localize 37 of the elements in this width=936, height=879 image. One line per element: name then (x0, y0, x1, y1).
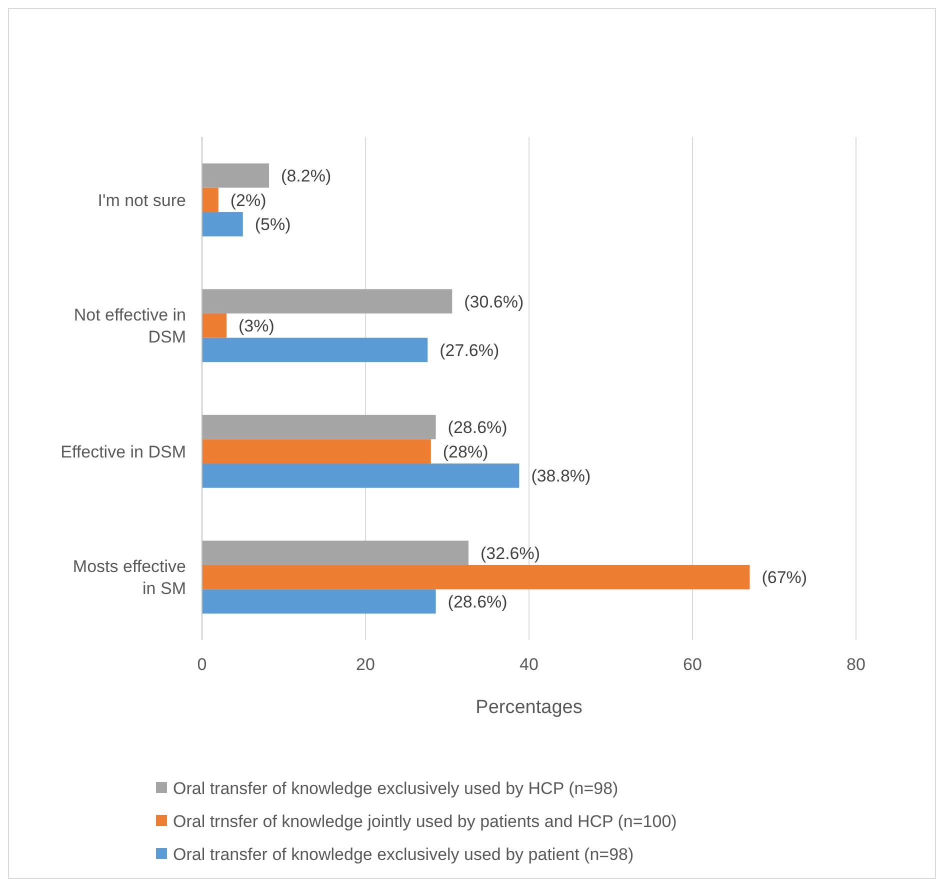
data-label: (27.6%) (440, 340, 500, 360)
bar (202, 289, 452, 314)
bar (202, 464, 520, 488)
bar (202, 188, 218, 212)
legend-label: Oral transfer of knowledge exclusively used by patient (n=98) (173, 844, 634, 864)
data-label: (28%) (442, 442, 488, 462)
x-tick-label: 60 (683, 655, 702, 674)
x-tick-label: 0 (197, 655, 207, 674)
data-label: (30.6%) (464, 292, 524, 312)
data-label: (5%) (254, 215, 291, 234)
data-label: (8.2%) (281, 166, 332, 186)
x-tick-label: 80 (846, 655, 866, 674)
bar (202, 163, 270, 188)
y-tick-label: Not effective in DSM (74, 306, 186, 347)
x-axis-title: Percentages (476, 697, 582, 718)
bar (202, 212, 243, 236)
legend-label: Oral transfer of knowledge exclusively used by HCP (n=98) (173, 778, 618, 798)
legend-label: Oral trnsfer of knowledge jointly used by patients and HCP (n=100) (173, 812, 677, 831)
bar (202, 338, 428, 362)
bar (202, 540, 469, 565)
bar (202, 313, 227, 338)
data-label: (38.8%) (531, 466, 591, 486)
data-label: (32.6%) (480, 544, 540, 563)
y-tick-label: Mosts effective in SM (72, 557, 186, 598)
bar (202, 439, 431, 464)
bar (202, 589, 436, 614)
data-label: (28.6%) (448, 592, 508, 612)
y-tick-label: Effective in DSM (60, 442, 186, 462)
bar (202, 564, 750, 590)
data-label: (67%) (762, 568, 808, 588)
x-tick-label: 20 (356, 655, 375, 674)
data-label: (3%) (238, 316, 274, 336)
data-label: (28.6%) (448, 418, 508, 438)
y-tick-label: I'm not sure (98, 190, 186, 210)
bar (202, 414, 436, 440)
data-label: (2%) (230, 190, 266, 210)
x-tick-label: 40 (520, 655, 538, 674)
